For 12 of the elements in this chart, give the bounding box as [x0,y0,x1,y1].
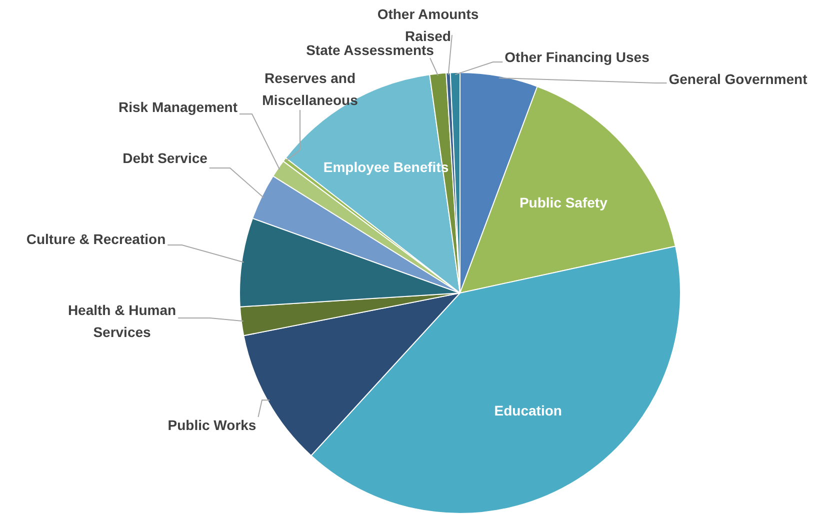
slice-label: Public Works [168,416,256,433]
slice-label: Other Amounts Raised [377,6,479,44]
slice-label: General Government [668,70,808,87]
slice-label: Education [494,402,562,418]
slice-label: Health & Human Services [68,302,176,340]
slice-label: Culture & Recreation [26,230,166,247]
slice-label: Reserves and Miscellaneous [262,70,358,108]
slice-label: Other Financing Uses [504,48,650,65]
slice-label: Debt Service [122,150,208,166]
slice-label: State Assessments [306,42,434,58]
slice-label: Public Safety [519,194,608,210]
slice-label: Risk Management [118,98,238,115]
